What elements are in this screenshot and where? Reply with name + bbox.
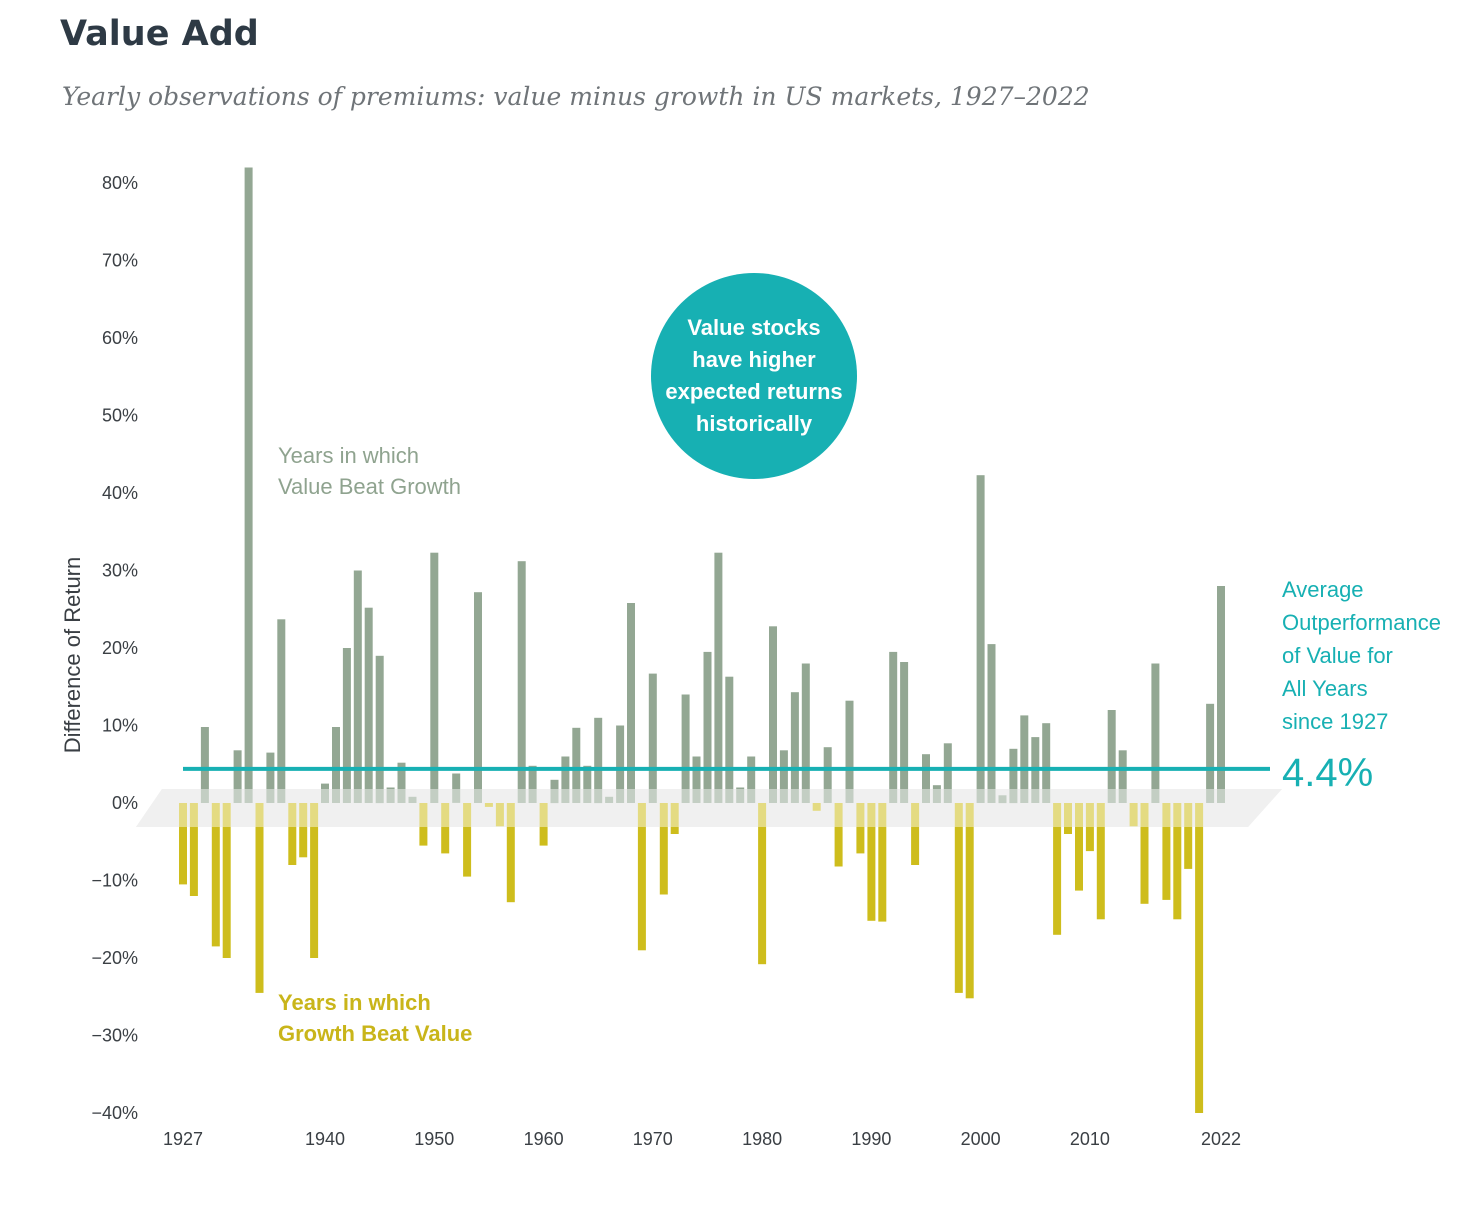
callout-text: expected returns bbox=[665, 379, 842, 404]
x-tick-label: 2000 bbox=[961, 1129, 1001, 1149]
bar-1933 bbox=[245, 168, 253, 804]
callout-circle bbox=[651, 273, 857, 479]
zero-band-overlay bbox=[136, 789, 1282, 827]
average-outperformance-label: since 1927 bbox=[1282, 709, 1388, 734]
average-value-label: 4.4% bbox=[1282, 751, 1373, 795]
y-tick-label: 80% bbox=[102, 173, 138, 193]
y-tick-label: −30% bbox=[91, 1026, 138, 1046]
average-outperformance-label: Average bbox=[1282, 577, 1364, 602]
average-outperformance-label: Outperformance bbox=[1282, 610, 1441, 635]
bar-1950 bbox=[430, 553, 438, 803]
value-beat-growth-label: Years in which bbox=[278, 443, 419, 468]
y-tick-label: 30% bbox=[102, 561, 138, 581]
x-tick-label: 1990 bbox=[851, 1129, 891, 1149]
bar-2021 bbox=[1206, 704, 1214, 803]
bar-1992 bbox=[889, 652, 897, 803]
bar-1973 bbox=[682, 695, 690, 804]
x-tick-label: 1980 bbox=[742, 1129, 782, 1149]
y-tick-label: −10% bbox=[91, 871, 138, 891]
bar-1934 bbox=[256, 803, 264, 993]
bar-2000 bbox=[977, 475, 985, 803]
y-tick-label: 20% bbox=[102, 638, 138, 658]
y-axis-label: Difference of Return bbox=[60, 557, 85, 753]
x-tick-label: 1960 bbox=[524, 1129, 564, 1149]
bar-1942 bbox=[343, 648, 351, 803]
x-tick-label: 1950 bbox=[414, 1129, 454, 1149]
y-tick-label: 70% bbox=[102, 251, 138, 271]
value-premium-chart: 80% 70% 60% 50% 40% 30% 20% 10% 0% −10% −20% −30% −4… bbox=[0, 0, 1478, 1206]
bar-1958 bbox=[518, 561, 526, 803]
bar-1977 bbox=[725, 677, 733, 803]
callout-text: have higher bbox=[692, 347, 816, 372]
bar-2016 bbox=[1151, 664, 1159, 804]
bar-1936 bbox=[277, 619, 285, 803]
bar-1993 bbox=[900, 662, 908, 803]
bar-1988 bbox=[846, 701, 854, 803]
y-tick-label: 0% bbox=[112, 793, 138, 813]
x-tick-label: 1927 bbox=[163, 1129, 203, 1149]
average-outperformance-label: All Years bbox=[1282, 676, 1368, 701]
bar-1945 bbox=[376, 656, 384, 803]
callout-text: historically bbox=[696, 411, 813, 436]
y-tick-label: 60% bbox=[102, 328, 138, 348]
bar-1981 bbox=[769, 626, 777, 803]
growth-beat-value-label: Growth Beat Value bbox=[278, 1021, 472, 1046]
x-tick-label: 2022 bbox=[1201, 1129, 1241, 1149]
x-tick-label: 2010 bbox=[1070, 1129, 1110, 1149]
bar-1944 bbox=[365, 608, 373, 803]
bar-1983 bbox=[791, 692, 799, 803]
bar-1984 bbox=[802, 664, 810, 804]
bar-1954 bbox=[474, 592, 482, 803]
y-tick-label: 50% bbox=[102, 406, 138, 426]
y-tick-label: −40% bbox=[91, 1103, 138, 1123]
bar-1970 bbox=[649, 674, 657, 803]
y-tick-label: 40% bbox=[102, 483, 138, 503]
bar-1980 bbox=[758, 803, 766, 964]
bar-1998 bbox=[955, 803, 963, 993]
y-tick-label: 10% bbox=[102, 716, 138, 736]
growth-beat-value-label: Years in which bbox=[278, 990, 431, 1015]
x-tick-label: 1940 bbox=[305, 1129, 345, 1149]
x-tick-label: 1970 bbox=[633, 1129, 673, 1149]
y-tick-label: −20% bbox=[91, 948, 138, 968]
bar-2020 bbox=[1195, 803, 1203, 1113]
bar-1968 bbox=[627, 603, 635, 803]
bar-1976 bbox=[714, 553, 722, 803]
average-outperformance-label: of Value for bbox=[1282, 643, 1393, 668]
value-beat-growth-label: Value Beat Growth bbox=[278, 474, 461, 499]
bar-1975 bbox=[704, 652, 712, 803]
bar-1999 bbox=[966, 803, 974, 998]
callout-text: Value stocks bbox=[687, 315, 820, 340]
bar-2001 bbox=[988, 644, 996, 803]
